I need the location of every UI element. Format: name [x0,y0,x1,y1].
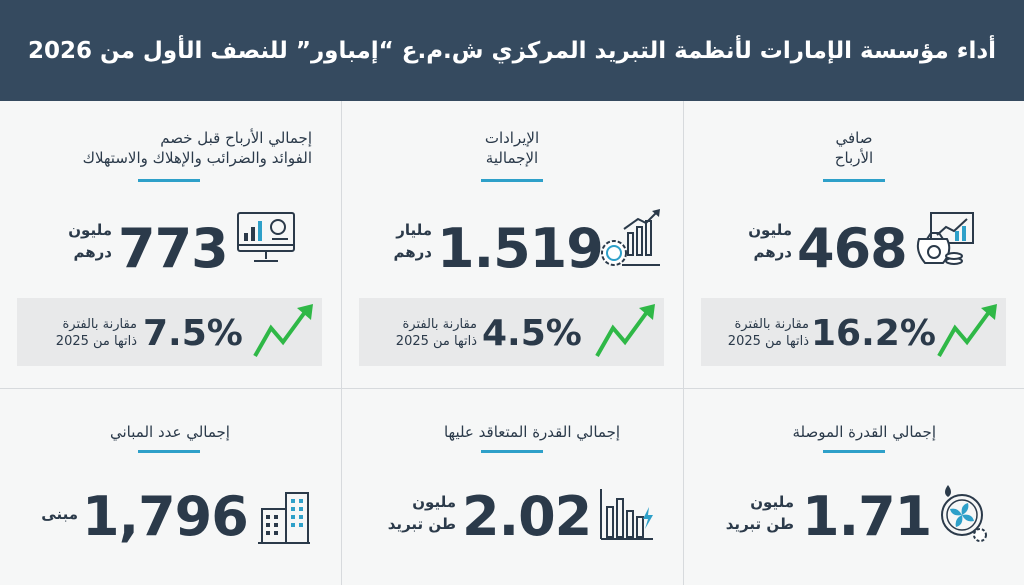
change-percent: 4.5% [482,314,582,354]
metric-label-line2: الفوائد والضرائب والإهلاك والاستهلاك [82,149,312,167]
comparison-box: 7.5% مقارنة بالفترة ذاتها من 2025 [17,298,322,366]
metric-value: 1.519 [437,217,604,280]
change-percent-value: 7.5% [143,313,243,354]
accent-underline [481,179,543,182]
buildings-icon [258,492,310,544]
column-divider [341,101,342,585]
comparison-text: مقارنة بالفترة ذاتها من 2025 [705,316,809,350]
capacity-label: إجمالي القدرة الموصلة [792,423,937,441]
accent-underline [138,450,200,453]
column-divider [683,101,684,585]
metric-label-line1: صافي [835,129,873,147]
change-percent-value: 16.2% [811,313,936,354]
card-contracted-capacity: إجمالي القدرة المتعاقد عليها 2.02 مليون … [342,389,682,585]
metric-label-line2: الإجمالية [485,149,539,167]
comparison-box: 16.2% مقارنة بالفترة ذاتها من 2025 [701,298,1006,366]
comparison-text: مقارنة بالفترة ذاتها من 2025 [27,316,137,350]
accent-underline [823,179,885,182]
metric-label: الإيرادات الإجمالية [342,128,682,168]
money-bag-chart-icon [916,212,974,265]
unit-line2: درهم [753,243,793,261]
energy-bars-icon [600,489,653,540]
comparison-box: 4.5% مقارنة بالفترة ذاتها من 2025 [359,298,664,366]
card-ebitda: إجمالي الأرباح قبل خصم الفوائد والضرائب … [0,101,340,388]
header-banner: أداء مؤسسة الإمارات لأنظمة التبريد المرك… [0,0,1024,101]
metric-label-line1: إجمالي الأرباح قبل خصم [160,129,312,147]
comparison-line1: مقارنة بالفترة [62,317,137,332]
card-revenue: الإيرادات الإجمالية 1.519 مليار درهم 4.5… [342,101,682,388]
row-divider [0,388,1024,389]
card-buildings: إجمالي عدد المباني 1,796 مبنى [0,389,340,585]
unit-line1: مليون [750,493,794,511]
capacity-value: 1,796 [82,485,249,548]
card-net-profit: صافي الأرباح 468 مليون درهم 16.2% مقارنة… [684,101,1024,388]
capacity-value: 2.02 [462,485,592,548]
cooling-fan-icon [941,485,987,542]
comparison-text: مقارنة بالفترة ذاتها من 2025 [369,316,477,350]
unit-line2: درهم [73,243,113,261]
trend-up-arrow-icon [595,304,655,357]
metric-label-line1: الإيرادات [484,129,540,147]
trend-up-arrow-icon [253,304,313,357]
trend-up-arrow-icon [937,304,997,357]
comparison-line1: مقارنة بالفترة [402,317,477,332]
change-percent: 16.2% [811,314,936,354]
metric-value: 773 [118,217,229,280]
capacity-unit: مبنى [41,505,78,523]
unit-line1: مليون [68,221,112,239]
unit-line1: مليار [396,221,432,239]
metric-label-line2: الأرباح [834,149,874,167]
change-percent: 7.5% [143,314,243,354]
unit-line2: طن تبريد [725,515,794,533]
monitor-chart-icon [237,212,295,262]
comparison-line2: ذاتها من 2025 [55,334,137,349]
capacity-unit: مليون طن تبريد [706,491,794,535]
capacity-unit: مليون طن تبريد [366,491,456,535]
metric-label: صافي الأرباح [684,128,1024,168]
page-title: أداء مؤسسة الإمارات لأنظمة التبريد المرك… [27,37,997,64]
unit-line2: طن تبريد [387,515,456,533]
capacity-label: إجمالي عدد المباني [110,423,230,441]
metric-value: 468 [797,217,908,280]
comparison-line2: ذاتها من 2025 [395,334,477,349]
comparison-line2: ذاتها من 2025 [727,334,809,349]
metric-label: إجمالي الأرباح قبل خصم الفوائد والضرائب … [20,128,312,168]
change-percent-value: 4.5% [482,313,582,354]
accent-underline [823,450,885,453]
comparison-line1: مقارنة بالفترة [734,317,809,332]
capacity-value: 1.71 [802,485,932,548]
unit-line2: درهم [393,243,433,261]
accent-underline [138,179,200,182]
metric-unit: مليون درهم [724,219,792,263]
metric-unit: مليون درهم [40,219,112,263]
unit-line1: مليون [412,493,456,511]
metric-unit: مليار درهم [362,219,433,263]
unit-line1: مليون [748,221,792,239]
coin-gear-chart-icon [601,209,660,266]
card-connected-capacity: إجمالي القدرة الموصلة 1.71 مليون طن تبري… [684,389,1024,585]
capacity-label: إجمالي القدرة المتعاقد عليها [443,423,621,441]
accent-underline [481,450,543,453]
